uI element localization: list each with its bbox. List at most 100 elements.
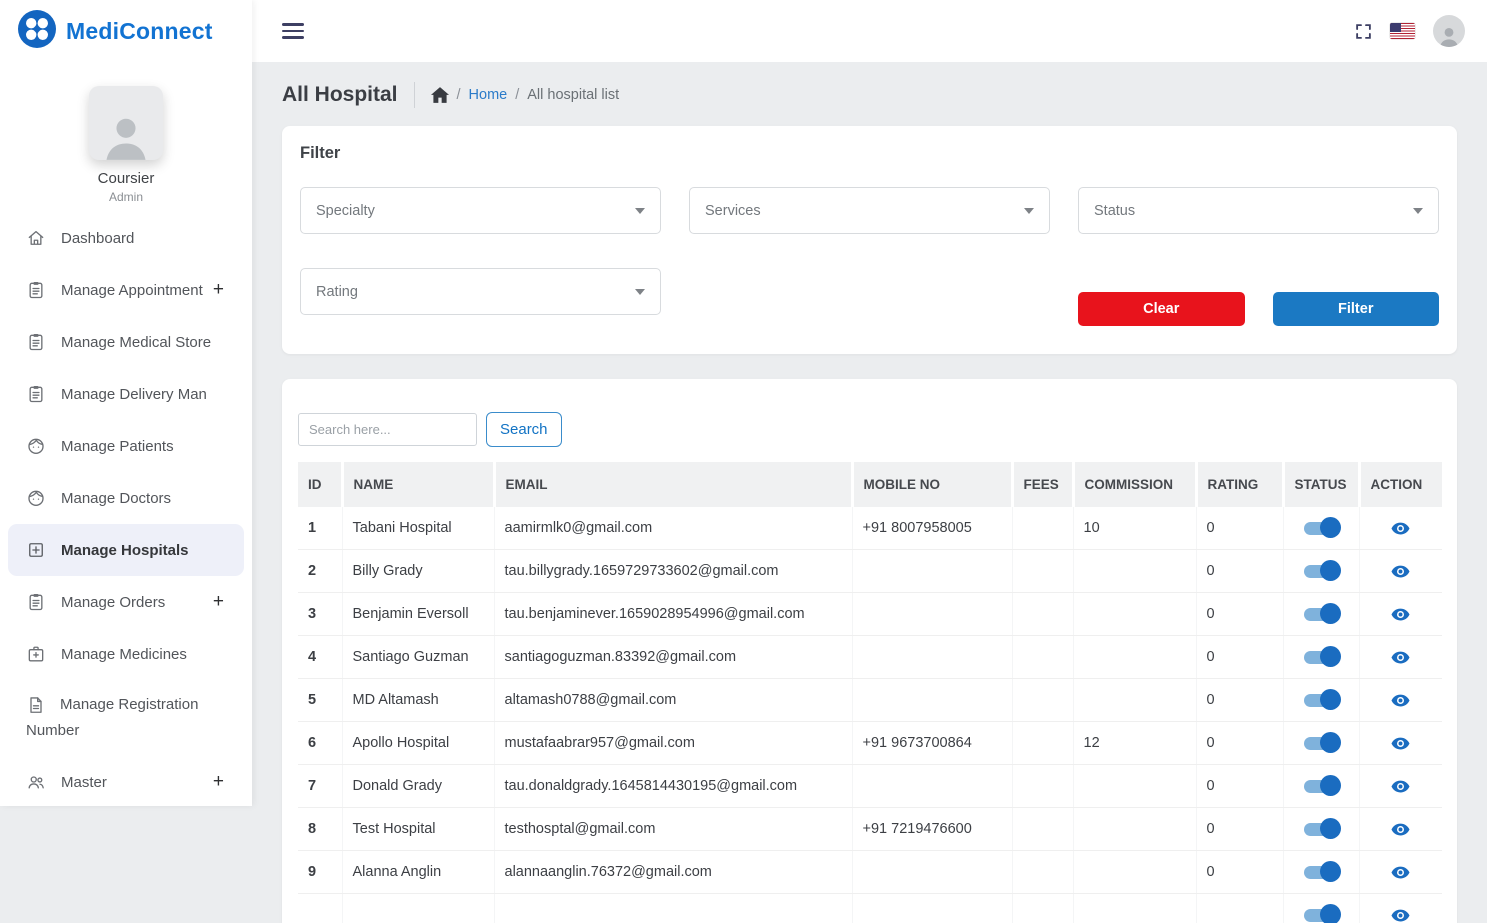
status-toggle[interactable] [1304,775,1341,797]
breadcrumb-current: All hospital list [527,87,620,103]
medkit-icon [26,644,46,664]
eye-icon[interactable] [1391,608,1410,621]
page-head: All Hospital / Home / All hospital list [282,62,1457,126]
status-toggle[interactable] [1304,560,1341,582]
eye-icon[interactable] [1391,780,1410,793]
page-title: All Hospital [282,83,398,106]
column-header-rating: RATING [1196,462,1285,507]
cell-id: 5 [298,678,343,722]
table-row: 4 Santiago Guzman santiagoguzman.83392@gma… [298,635,1442,679]
sidebar-item-manage-hospitals[interactable]: Manage Hospitals [8,524,244,576]
cell-id: 6 [298,721,343,765]
chevron-down-icon [1413,207,1423,214]
status-toggle[interactable] [1304,646,1341,668]
sidebar-item-manage-appointment[interactable]: Manage Appointment + [0,264,252,316]
cell-status [1283,721,1360,765]
cell-fees [1012,764,1074,808]
cell-email: tau.donaldgrady.1645814430195@gmail.com [494,764,853,808]
cell-status [1283,678,1360,722]
cell-mobile [852,592,1013,636]
cell-action [1359,635,1442,679]
column-header-action: ACTION [1359,462,1442,507]
clear-button[interactable]: Clear [1078,292,1245,326]
eye-icon[interactable] [1391,565,1410,578]
search-button[interactable]: Search [486,412,562,447]
eye-icon[interactable] [1391,737,1410,750]
column-header-commission: COMMISSION [1073,462,1198,507]
cell-email: aamirmlk0@gmail.com [494,507,853,550]
us-flag-icon[interactable] [1390,23,1415,39]
eye-icon[interactable] [1391,694,1410,707]
cell-name: Apollo Hospital [342,721,495,765]
filter-buttons: Clear Filter [1078,292,1439,326]
dropdown-specialty[interactable]: Specialty [300,187,661,234]
sidebar-item-manage-doctors[interactable]: Manage Doctors [0,472,252,524]
cell-action [1359,764,1442,808]
dropdown-services[interactable]: Services [689,187,1050,234]
expand-plus-icon[interactable]: + [212,771,224,793]
cell-name: Benjamin Eversoll [342,592,495,636]
brand-name: MediConnect [66,17,213,44]
eye-icon[interactable] [1391,823,1410,836]
eye-icon[interactable] [1391,651,1410,664]
status-toggle[interactable] [1304,818,1341,840]
hamburger-menu-icon[interactable] [282,20,304,43]
clipboard-icon [26,592,46,612]
table-row: 1 Tabani Hospital aamirmlk0@gmail.com +91 8… [298,507,1442,550]
cell-commission [1073,635,1197,679]
filter-button[interactable]: Filter [1272,292,1439,326]
cell-email [494,893,853,923]
cell-id [298,893,343,923]
clipboard-icon [26,384,46,404]
sidebar-item-label: Manage Medical Store [61,333,212,351]
dropdown-status[interactable]: Status [1078,187,1439,234]
chevron-down-icon [635,207,645,214]
eye-icon[interactable] [1391,866,1410,879]
status-toggle[interactable] [1304,517,1341,539]
cell-rating: 0 [1196,764,1284,808]
status-toggle[interactable] [1304,689,1341,711]
status-toggle[interactable] [1304,732,1341,754]
breadcrumb-home-icon[interactable] [430,87,449,103]
chevron-down-icon [635,288,645,295]
sidebar-item-manage-delivery-man[interactable]: Manage Delivery Man [0,368,252,420]
cell-action [1359,850,1442,894]
sidebar-item-master[interactable]: Master + [0,756,252,808]
status-toggle[interactable] [1304,603,1341,625]
sidebar-item-manage-registration-number[interactable]: Manage Registration Number [0,680,252,756]
column-header-id: ID [298,462,344,507]
sidebar-item-manage-medicines[interactable]: Manage Medicines [0,628,252,680]
cell-name: Alanna Anglin [342,850,495,894]
sidebar-item-manage-orders[interactable]: Manage Orders + [0,576,252,628]
dropdown-rating[interactable]: Rating [300,268,661,315]
sidebar-item-manage-patients[interactable]: Manage Patients [0,420,252,472]
eye-icon[interactable] [1391,522,1410,535]
search-input[interactable] [298,413,477,446]
filter-title: Filter [300,144,341,162]
cell-mobile [852,893,1013,923]
profile-block: Coursier Admin [0,86,252,204]
expand-plus-icon[interactable]: + [212,279,224,300]
eye-icon[interactable] [1391,909,1410,922]
sidebar: MediConnect Coursier Admin Dashboard Mana… [0,0,252,806]
sidebar-item-dashboard[interactable]: Dashboard [0,212,252,264]
filter-card: Filter Specialty Services Status Rating … [282,126,1457,354]
fullscreen-icon[interactable] [1355,23,1372,40]
cell-action [1359,721,1442,765]
user-avatar[interactable] [1433,15,1465,47]
sidebar-item-manage-medical-store[interactable]: Manage Medical Store [0,316,252,368]
expand-plus-icon[interactable]: + [212,591,224,612]
topbar [252,0,1487,62]
cell-name: Billy Grady [342,549,495,593]
status-toggle[interactable] [1304,904,1341,923]
status-toggle[interactable] [1304,861,1341,883]
table-row [298,893,1442,923]
breadcrumb-home-link[interactable]: Home [468,87,508,103]
cell-name: Test Hospital [342,807,495,851]
cell-commission: 10 [1073,507,1197,550]
cell-email: tau.billygrady.1659729733602@gmail.com [494,549,853,593]
table-header-row: ID NAME EMAIL MOBILE NO FEES COMMISSION RATING… [298,462,1442,507]
brand[interactable]: MediConnect [0,0,252,62]
cell-mobile: +91 8007958005 [852,507,1013,550]
sidebar-menu: Dashboard Manage Appointment + Manage Medic… [0,212,252,808]
